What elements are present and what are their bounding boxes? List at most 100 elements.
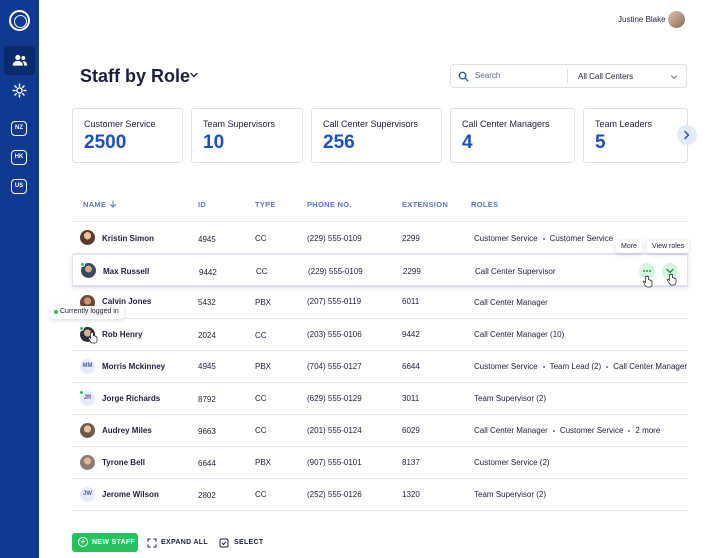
staff-id: 4945: [198, 235, 216, 244]
expand-all-button[interactable]: EXPAND ALL: [147, 533, 209, 552]
expand-all-label: EXPAND ALL: [161, 539, 208, 546]
avatar: [81, 263, 96, 278]
table-row[interactable]: Kristin Simon 4945 CC (229) 555-0109 229…: [72, 222, 688, 253]
column-header-extension[interactable]: EXTENSION: [402, 200, 449, 209]
new-staff-button[interactable]: + NEW STAFF: [72, 533, 138, 552]
stat-card-team-leaders[interactable]: Team Leaders 5: [583, 108, 688, 163]
stat-label: Customer Service: [84, 119, 156, 129]
stat-card-team-supervisors[interactable]: Team Supervisors 10: [191, 108, 303, 163]
stat-value: 5: [595, 132, 606, 153]
user-name[interactable]: Justine Blake: [618, 15, 666, 24]
stat-label: Call Center Managers: [462, 119, 550, 129]
staff-id: 9663: [198, 427, 216, 436]
column-header-id[interactable]: ID: [198, 200, 207, 209]
staff-phone: (229) 555-0109: [307, 234, 362, 243]
stat-card-customer-service[interactable]: Customer Service 2500: [72, 108, 183, 163]
staff-type: PBX: [255, 362, 272, 371]
chevron-down-icon: [666, 268, 674, 274]
avatar: MM: [80, 359, 95, 374]
staff-name: Tyrone Bell: [102, 458, 145, 467]
staff-phone: (252) 555-0126: [307, 490, 362, 499]
region-hk-button[interactable]: HK: [11, 150, 27, 165]
online-status-dot: [79, 390, 84, 395]
role-tag: Call Center Manager: [613, 362, 687, 371]
search-bar: All Call Centers: [450, 64, 687, 88]
chevron-down-icon[interactable]: [189, 70, 199, 80]
table-row-highlighted[interactable]: Max Russell 9442 CC (229) 555-0109 2299 …: [72, 254, 688, 286]
app-logo[interactable]: [9, 10, 30, 31]
stat-card-call-center-managers[interactable]: Call Center Managers 4: [450, 108, 575, 163]
select-button[interactable]: SELECT: [219, 533, 263, 552]
row-divider: [72, 478, 688, 479]
view-roles-button[interactable]: [662, 263, 678, 279]
staff-phone: (629) 555-0129: [307, 394, 362, 403]
page-title[interactable]: Staff by Role: [80, 66, 191, 86]
table-row[interactable]: MM Morris Mckinney 4945 PBX (704) 555-01…: [72, 351, 688, 382]
avatar: JR: [80, 391, 95, 406]
row-divider: [72, 510, 688, 511]
staff-name: Jerome Wilson: [102, 490, 159, 499]
gear-icon[interactable]: [11, 82, 28, 99]
staff-type: PBX: [255, 458, 272, 467]
column-header-type[interactable]: TYPE: [255, 200, 276, 209]
column-header-name[interactable]: NAME: [83, 200, 107, 209]
role-tag: Team Lead (2): [549, 362, 602, 371]
staff-id: 2024: [198, 331, 216, 340]
staff-type: CC: [255, 331, 267, 340]
user-avatar[interactable]: [668, 11, 685, 28]
staff-roles: Call Center Manager Customer Service 2 mor…: [474, 426, 660, 435]
staff-id: 2802: [198, 491, 216, 500]
checkbox-icon: [219, 538, 229, 548]
more-roles-link[interactable]: 2 more: [635, 426, 661, 435]
role-tag: Customer Service (2): [474, 458, 550, 467]
staff-phone: (229) 555-0109: [308, 267, 363, 276]
role-tag: Customer Service: [474, 234, 538, 243]
chevron-right-icon: [684, 130, 690, 140]
table-row[interactable]: Audrey Miles 9663 CC (201) 555-0124 6029…: [72, 415, 688, 446]
call-center-filter[interactable]: All Call Centers: [578, 72, 634, 81]
staff-type: CC: [256, 267, 268, 276]
role-tag: Team Supervisor (2): [474, 490, 547, 499]
staff-name: Morris Mckinney: [102, 362, 166, 371]
table-row[interactable]: JR Jorge Richards 8792 CC (629) 555-0129…: [72, 383, 688, 414]
staff-type: CC: [255, 426, 267, 435]
more-button[interactable]: [639, 263, 655, 279]
staff-name: Jorge Richards: [102, 394, 161, 403]
column-header-phone[interactable]: PHONE NO.: [307, 200, 352, 209]
plus-icon: +: [78, 537, 88, 547]
nav-staff-active[interactable]: [4, 46, 35, 75]
column-header-roles[interactable]: ROLES: [471, 200, 499, 209]
staff-phone: (207) 555-0119: [307, 297, 362, 306]
region-us-button[interactable]: US: [11, 179, 27, 194]
table-row[interactable]: JW Jerome Wilson 2802 CC (252) 555-0126 …: [72, 479, 688, 510]
region-nz-button[interactable]: NZ: [11, 121, 27, 136]
view-roles-tooltip: View roles: [647, 240, 690, 253]
staff-roles: Customer Service (2): [474, 458, 550, 467]
staff-id: 8792: [198, 395, 216, 404]
chevron-down-icon[interactable]: [670, 73, 678, 81]
role-tag: Team Supervisor (2): [474, 394, 547, 403]
staff-extension: 6029: [402, 426, 420, 435]
avatar: [80, 455, 95, 470]
staff-roles: Customer Service Team Lead (2) Call Center…: [474, 362, 687, 371]
staff-extension: 6644: [402, 362, 420, 371]
row-divider: [72, 350, 688, 351]
avatar: [80, 423, 95, 438]
role-separator: [542, 237, 545, 240]
new-staff-label: NEW STAFF: [92, 539, 136, 546]
stat-card-call-center-supervisors[interactable]: Call Center Supervisors 256: [311, 108, 442, 163]
table-row[interactable]: Rob Henry 2024 CC (203) 555-0106 9442 Ca…: [72, 319, 688, 350]
sidebar: NZ HK US: [0, 0, 39, 558]
cards-next-button[interactable]: [677, 125, 697, 145]
staff-phone: (203) 555-0106: [307, 330, 362, 339]
online-status-dot: [80, 262, 85, 267]
search-input[interactable]: [475, 71, 560, 80]
table-row[interactable]: Calvin Jones 5432 PBX (207) 555-0119 601…: [72, 287, 688, 318]
table-row[interactable]: Tyrone Bell 6644 PBX (907) 555-0101 8137…: [72, 447, 688, 478]
stat-value: 256: [323, 132, 355, 153]
users-icon[interactable]: [11, 52, 28, 69]
sort-down-icon[interactable]: [109, 200, 117, 209]
role-separator: [606, 365, 609, 368]
stat-label: Call Center Supervisors: [323, 119, 419, 129]
staff-id: 6644: [198, 459, 216, 468]
